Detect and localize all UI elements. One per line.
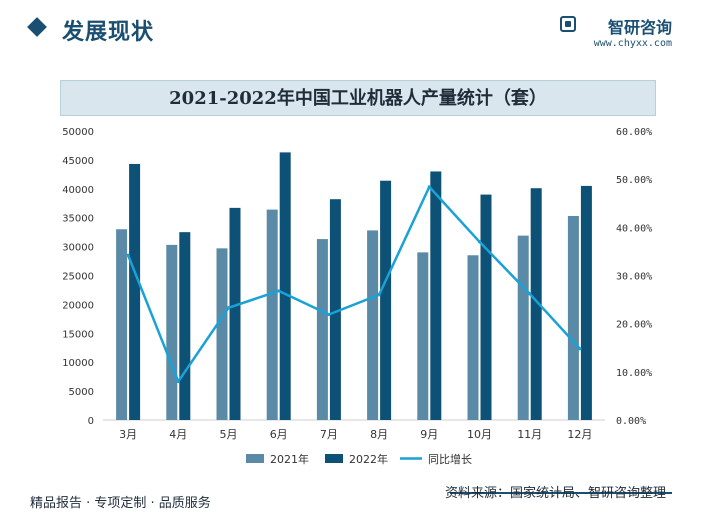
legend-label-2021: 2021年: [270, 452, 309, 466]
legend-label-2022: 2022年: [349, 452, 388, 466]
bar-2021: [166, 244, 178, 420]
bar-2022: [129, 163, 141, 421]
growth-point: [226, 306, 231, 310]
y-right-tick-label: 20.00%: [616, 320, 652, 331]
bar-2021: [266, 209, 278, 420]
y-left-tick-label: 35000: [62, 214, 94, 225]
bar-2021: [567, 215, 579, 420]
logo-name: 智研咨询: [607, 18, 672, 37]
x-tick-label: 7月: [320, 428, 338, 441]
logo-icon: [560, 16, 576, 32]
growth-line: [126, 185, 581, 383]
y-left-tick-label: 45000: [62, 156, 94, 167]
growth-point: [377, 293, 381, 297]
x-tick-label: 9月: [420, 428, 438, 441]
y-right-tick-label: 0.00%: [616, 416, 646, 427]
y-right-tick-label: 60.00%: [616, 127, 652, 138]
bar-2022: [430, 171, 442, 420]
logo-url: www.chyxx.com: [593, 38, 672, 49]
growth-point: [528, 292, 532, 296]
bar-2022: [279, 152, 291, 421]
y-left-tick-label: 10000: [62, 358, 94, 369]
bar-2022: [179, 232, 191, 420]
bar-2021: [417, 252, 429, 420]
growth-point: [477, 240, 482, 244]
bar-2021: [517, 235, 529, 420]
bar-2022: [480, 194, 492, 420]
page-header: 发展现状 智研咨询 www.chyxx.com: [0, 0, 702, 60]
x-tick-label: 10月: [467, 428, 492, 441]
growth-point: [277, 289, 281, 293]
y-right-tick-label: 40.00%: [616, 223, 652, 234]
y-left-tick-label: 15000: [62, 329, 94, 340]
chart-title: 2021-2022年中国工业机器人产量统计（套）: [169, 88, 547, 109]
x-tick-label: 8月: [370, 428, 388, 441]
y-left-tick-label: 30000: [62, 243, 94, 254]
x-tick-label: 4月: [169, 428, 187, 441]
y-left-tick-label: 25000: [62, 272, 94, 283]
bar-2021: [116, 229, 128, 420]
x-tick-label: 6月: [270, 428, 288, 441]
growth-point: [327, 312, 331, 317]
y-right-tick-label: 50.00%: [616, 175, 652, 186]
section-title: 发展现状: [62, 20, 155, 45]
bar-2021: [467, 255, 479, 420]
y-left-tick-label: 20000: [62, 300, 94, 311]
y-left-tick-label: 5000: [69, 387, 94, 398]
bar-2022: [229, 207, 241, 420]
bar-2022: [380, 180, 392, 420]
x-tick-label: 12月: [567, 428, 592, 441]
y-right-tick-label: 30.00%: [616, 272, 652, 283]
bar-2022: [329, 199, 341, 420]
bar-2021: [216, 248, 228, 420]
footer-tagline: 精品报告 · 专项定制 · 品质服务: [30, 496, 211, 511]
footer-accent: [450, 492, 672, 494]
footer-source: 资料来源：国家统计局、智研咨询整理: [444, 486, 666, 501]
bar-2021: [367, 230, 379, 420]
y-left-tick-label: 50000: [62, 127, 94, 138]
x-tick-label: 11月: [517, 428, 542, 441]
bar-2021: [316, 239, 328, 420]
legend-label-growth: 同比增长: [428, 452, 472, 466]
x-tick-label: 5月: [220, 428, 238, 441]
y-left-tick-label: 0: [88, 416, 94, 427]
logo: 智研咨询 www.chyxx.com: [502, 14, 672, 54]
growth-point: [578, 347, 582, 351]
growth-point: [126, 253, 130, 257]
y-left-tick-label: 40000: [62, 185, 94, 196]
legend-swatch-2021: [246, 454, 264, 463]
y-right-tick-label: 10.00%: [616, 368, 652, 379]
growth-point: [176, 379, 180, 384]
legend-swatch-2022: [325, 454, 343, 463]
growth-point: [427, 185, 431, 189]
chart-title-bar: 2021-2022年中国工业机器人产量统计（套）: [60, 80, 656, 116]
bar-2022: [530, 188, 542, 420]
bar-2022: [580, 185, 592, 420]
x-tick-label: 3月: [119, 428, 137, 441]
